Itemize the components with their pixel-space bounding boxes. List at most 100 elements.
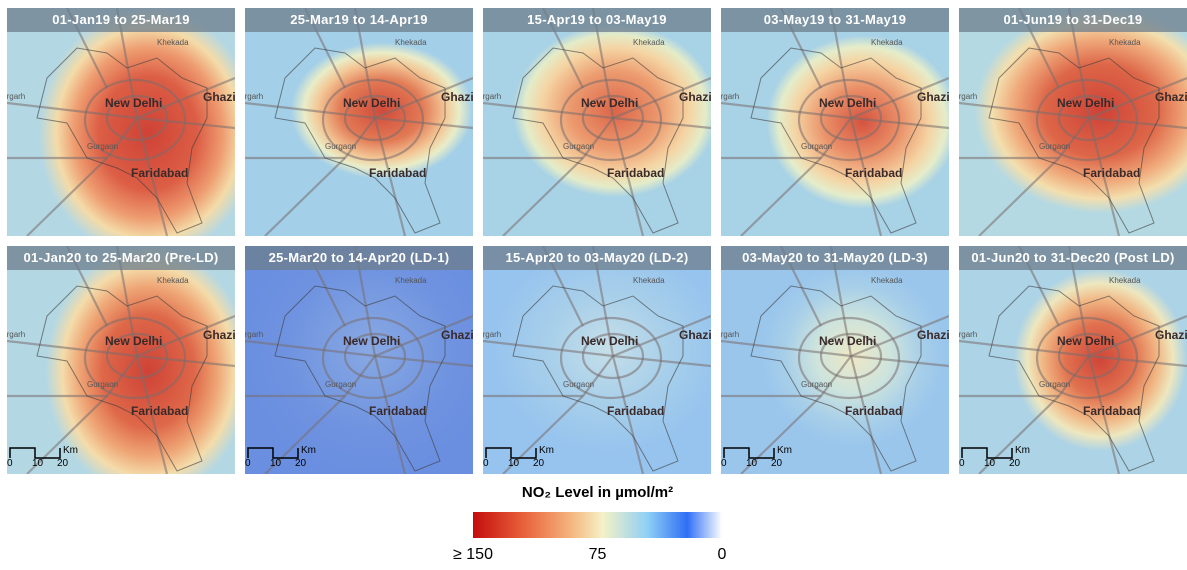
scale-bar <box>961 447 1013 459</box>
scale-tick-label: 10 <box>32 458 44 469</box>
place-label: Faridabad <box>845 166 903 180</box>
panel-title: 01-Jun20 to 31-Dec20 (Post LD) <box>959 246 1187 270</box>
panel-title: 03-May19 to 31-May19 <box>721 8 949 32</box>
place-label: Faridabad <box>607 166 665 180</box>
place-label: Faridabad <box>1083 166 1141 180</box>
scale-tick-label: 0 <box>959 458 965 469</box>
legend-tick-label: 0 <box>717 546 727 563</box>
map-roads <box>721 246 949 474</box>
place-label: Khekada <box>395 276 427 285</box>
place-label: Faridabad <box>131 166 189 180</box>
map-roads <box>245 8 473 236</box>
scale-tick-label: 0 <box>483 458 489 469</box>
place-label: New Delhi <box>819 96 877 110</box>
legend-tick-label: ≥ 150 <box>453 546 493 563</box>
panel-title: 25-Mar20 to 14-Apr20 (LD-1) <box>245 246 473 270</box>
scale-tick-label: 0 <box>7 458 13 469</box>
legend-color-bar <box>473 512 722 538</box>
place-label: Faridabad <box>845 404 903 418</box>
scale-unit: Km <box>301 445 316 456</box>
place-label: Bahadurgarh <box>7 92 26 101</box>
scale-unit: Km <box>1015 445 1030 456</box>
place-label: Khekada <box>633 38 665 47</box>
scale-unit: Km <box>539 445 554 456</box>
place-label: Ghaziabad <box>441 328 473 342</box>
place-label: Ghaziabad <box>203 328 235 342</box>
place-label: Gurgaon <box>563 142 595 151</box>
place-label: Ghaziabad <box>1155 90 1187 104</box>
place-label: New Delhi <box>105 334 163 348</box>
place-label: Bahadurgarh <box>245 92 264 101</box>
place-label: Gurgaon <box>801 380 833 389</box>
scale-tick-label: 0 <box>721 458 727 469</box>
place-label: Faridabad <box>369 404 427 418</box>
place-label: Bahadurgarh <box>721 92 740 101</box>
scale-tick-label: 20 <box>533 458 545 469</box>
panel-title: 01-Jan20 to 25-Mar20 (Pre-LD) <box>7 246 235 270</box>
scale-tick-label: 20 <box>1009 458 1021 469</box>
place-label: Bahadurgarh <box>483 92 502 101</box>
scale-bar <box>723 447 775 459</box>
map-panel: Khekada Bahadurgarh New Delhi Ghaziabad Gurg… <box>7 246 235 474</box>
place-label: New Delhi <box>581 334 639 348</box>
map-roads <box>245 246 473 474</box>
panel-title: 03-May20 to 31-May20 (LD-3) <box>721 246 949 270</box>
place-label: Ghaziabad <box>1155 328 1187 342</box>
map-panel: Khekada Bahadurgarh New Delhi Ghaziabad Gurg… <box>483 246 711 474</box>
place-label: Khekada <box>633 276 665 285</box>
map-panel: Khekada Bahadurgarh New Delhi Ghaziabad Gurg… <box>245 8 473 236</box>
place-label: Ghaziabad <box>679 328 711 342</box>
place-label: Gurgaon <box>1039 142 1071 151</box>
place-label: New Delhi <box>819 334 877 348</box>
map-roads <box>959 246 1187 474</box>
place-label: Gurgaon <box>325 142 357 151</box>
place-label: Khekada <box>1109 38 1141 47</box>
scale-tick-label: 10 <box>270 458 282 469</box>
place-label: Ghaziabad <box>203 90 235 104</box>
place-label: Bahadurgarh <box>245 330 264 339</box>
place-label: Bahadurgarh <box>721 330 740 339</box>
map-panel: Khekada Bahadurgarh New Delhi Ghaziabad Gurg… <box>721 246 949 474</box>
map-panel: Khekada Bahadurgarh New Delhi Ghaziabad Gurg… <box>7 8 235 236</box>
place-label: New Delhi <box>105 96 163 110</box>
place-label: Ghaziabad <box>679 90 711 104</box>
scale-tick-label: 0 <box>245 458 251 469</box>
panel-title: 01-Jan19 to 25-Mar19 <box>7 8 235 32</box>
place-label: Bahadurgarh <box>7 330 26 339</box>
place-label: Khekada <box>1109 276 1141 285</box>
place-label: Faridabad <box>131 404 189 418</box>
scale-tick-label: 10 <box>984 458 996 469</box>
scale-tick-label: 10 <box>746 458 758 469</box>
panel-title: 25-Mar19 to 14-Apr19 <box>245 8 473 32</box>
place-label: Khekada <box>395 38 427 47</box>
map-roads <box>483 8 711 236</box>
place-label: New Delhi <box>1057 96 1115 110</box>
place-label: Gurgaon <box>87 380 119 389</box>
place-label: Gurgaon <box>87 142 119 151</box>
map-roads <box>721 8 949 236</box>
panel-title: 15-Apr19 to 03-May19 <box>483 8 711 32</box>
place-label: Bahadurgarh <box>959 330 978 339</box>
place-label: Gurgaon <box>801 142 833 151</box>
place-label: Ghaziabad <box>917 328 949 342</box>
panel-title: 01-Jun19 to 31-Dec19 <box>959 8 1187 32</box>
legend-title: NO₂ Level in µmol/m² <box>521 484 674 501</box>
scale-bar <box>9 447 61 459</box>
place-label: Khekada <box>157 38 189 47</box>
scale-tick-label: 20 <box>771 458 783 469</box>
place-label: Bahadurgarh <box>483 330 502 339</box>
scale-tick-label: 20 <box>295 458 307 469</box>
panel-title: 15-Apr20 to 03-May20 (LD-2) <box>483 246 711 270</box>
place-label: New Delhi <box>343 334 401 348</box>
map-panel: Khekada Bahadurgarh New Delhi Ghaziabad Gurg… <box>721 8 949 236</box>
place-label: Gurgaon <box>563 380 595 389</box>
map-roads <box>959 8 1187 236</box>
map-panel: Khekada Bahadurgarh New Delhi Ghaziabad Gurg… <box>245 246 473 474</box>
place-label: New Delhi <box>581 96 639 110</box>
scale-bar <box>247 447 299 459</box>
place-label: Faridabad <box>1083 404 1141 418</box>
place-label: Khekada <box>871 276 903 285</box>
place-label: Faridabad <box>369 166 427 180</box>
place-label: Ghaziabad <box>917 90 949 104</box>
